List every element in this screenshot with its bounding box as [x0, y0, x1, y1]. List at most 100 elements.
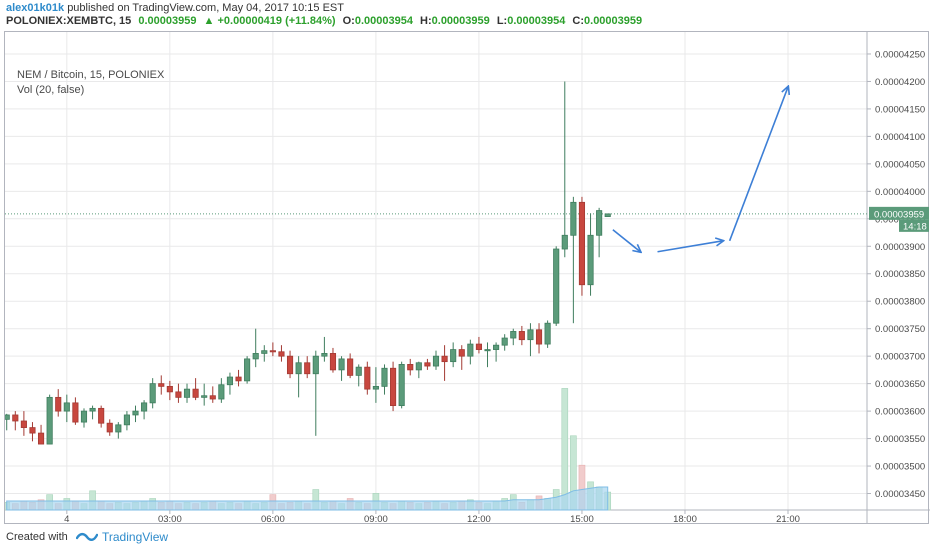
created-with-text: Created with: [6, 531, 68, 543]
candle-body: [458, 349, 465, 357]
candles: [5, 81, 611, 445]
price-tick-label: 0.00004150: [875, 104, 925, 115]
candle-body: [510, 331, 517, 339]
candle-body: [570, 201, 577, 236]
projection-arrow: [657, 241, 723, 253]
candle: [518, 325, 525, 346]
candle: [450, 342, 457, 368]
projection-arrows: [612, 87, 788, 253]
candle-body: [561, 234, 568, 250]
candle-body: [80, 410, 88, 423]
candle-body: [235, 376, 242, 382]
candle: [372, 367, 379, 403]
candle-body: [106, 422, 113, 433]
candle-body: [544, 322, 551, 345]
candle: [407, 358, 414, 376]
candle-body: [244, 358, 251, 382]
candle-body: [347, 358, 354, 376]
projection-arrow: [612, 229, 640, 252]
candle: [72, 397, 79, 425]
volume-pane: [5, 388, 612, 511]
candle-body: [450, 349, 457, 363]
tradingview-logo-icon: [76, 532, 98, 541]
price-tick-label: 0.00003850: [875, 269, 925, 280]
candle-body: [424, 362, 431, 367]
price-tick-label: 0.00003600: [875, 407, 925, 418]
candle-body: [141, 402, 148, 412]
tradingview-brand[interactable]: TradingView: [102, 530, 169, 544]
candle-body: [467, 343, 474, 357]
candle-body: [587, 234, 594, 286]
chart-area[interactable]: 0.00003450 0.00003500 0.00003550 0.00003600…: [4, 31, 930, 525]
candle: [89, 405, 96, 420]
candle-body: [329, 353, 337, 371]
candle: [458, 345, 465, 370]
candle-body: [252, 353, 259, 360]
price-change: +0.00000419 (+11.84%): [217, 15, 336, 27]
candle-body: [501, 337, 508, 346]
price-tick-label: 0.00004000: [875, 187, 925, 198]
candle-body: [37, 432, 45, 445]
close-label: C:: [572, 15, 585, 27]
candle: [432, 350, 440, 370]
candle: [132, 405, 139, 423]
candle: [278, 345, 285, 362]
open-value: 0.00003954: [354, 15, 413, 27]
candle: [46, 394, 53, 445]
countdown-label: 14:18: [903, 221, 927, 232]
candle: [441, 345, 448, 381]
candle-body: [398, 364, 405, 407]
candle: [235, 369, 242, 387]
candle: [295, 356, 302, 398]
candle: [364, 361, 371, 395]
last-price: 0.00003959: [138, 15, 197, 27]
candle-body: [12, 414, 19, 422]
candle-body: [20, 420, 27, 428]
candle: [355, 364, 362, 387]
candle-body: [355, 366, 362, 376]
candle-body: [338, 358, 345, 371]
volume-ma-area: [6, 486, 609, 511]
candle: [98, 405, 105, 428]
candle: [424, 358, 431, 370]
candle: [5, 413, 10, 431]
candle-body: [5, 414, 10, 420]
time-tick-label: 09:00: [364, 514, 388, 525]
candle-body: [72, 402, 79, 423]
candle-body: [432, 355, 440, 367]
candle-body: [312, 355, 319, 375]
candle-body: [158, 383, 165, 387]
candle: [475, 336, 482, 354]
candle: [183, 383, 191, 403]
candle: [192, 378, 199, 401]
candle: [596, 207, 603, 258]
candle-body: [527, 329, 534, 341]
up-arrow-icon: ▲: [203, 15, 215, 27]
candle-body: [415, 362, 422, 371]
candle: [398, 361, 405, 409]
candle-body: [295, 362, 302, 375]
series-title: NEM / Bitcoin, 15, POLONIEX: [17, 69, 165, 81]
author-link[interactable]: alex01k01k: [6, 2, 65, 14]
candle: [604, 213, 611, 218]
candle: [201, 383, 208, 406]
candle: [218, 378, 225, 403]
candlestick-chart[interactable]: 0.00003450 0.00003500 0.00003550 0.00003600…: [5, 32, 930, 525]
time-tick-label: 12:00: [467, 514, 491, 525]
chart-header: alex01k01k published on TradingView.com,…: [0, 0, 932, 28]
candle-body: [286, 355, 294, 375]
volume-indicator-label[interactable]: Vol (20, false): [17, 84, 85, 96]
candle: [535, 323, 543, 354]
candle-body: [166, 385, 173, 393]
candle: [106, 419, 113, 436]
candle-body: [89, 407, 96, 412]
candle-body: [46, 396, 53, 445]
candle-body: [29, 427, 36, 434]
open-label: O:: [342, 15, 355, 27]
volume-bar: [561, 388, 569, 511]
candle-body: [115, 424, 122, 433]
published-text: published on TradingView.com, May 04, 20…: [67, 2, 344, 14]
candle: [166, 380, 173, 401]
candle: [12, 411, 19, 431]
candle-body: [218, 384, 225, 400]
